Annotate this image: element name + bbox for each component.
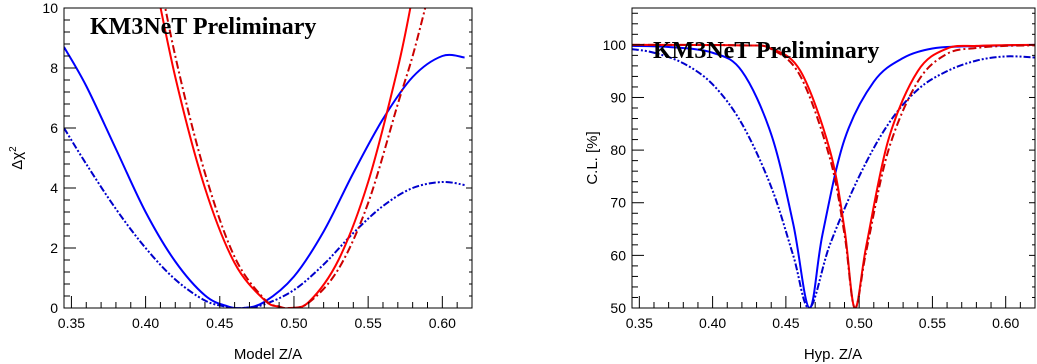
series-0-1-line [64,127,465,308]
axes-right: 0.35 0.40 0.45 0.50 0.55 0.60 50 60 70 80 90 100 [603,12,1036,331]
y-axis-title-left-main: Δχ [9,152,26,170]
y-tick-label: 100 [603,37,627,53]
x-tick-label: 0.50 [280,315,307,331]
y-tick-label: 10 [42,0,58,16]
watermark-left: KM3NeT Preliminary [90,14,316,40]
x-tick-label: 0.40 [132,315,159,331]
y-axis-title-right: C.L. [%] [584,131,601,184]
plot-area-right [632,43,1035,308]
y-axis-title-left: Δχ2 [8,146,26,170]
y-tick-label: 4 [50,180,58,196]
x-tick-label: 0.60 [429,315,456,331]
y-tick-label: 90 [610,89,626,105]
frame-left [63,7,473,309]
y-tick-label: 8 [50,60,58,76]
y-tick-label: 50 [610,300,626,316]
y-tick-label: 80 [610,142,626,158]
frame-right [631,7,1036,309]
x-axis-title-right: Hyp. Z/A [804,346,862,363]
y-tick-label: 0 [50,300,58,316]
x-tick-label: 0.35 [58,315,85,331]
x-tick-label: 0.60 [992,315,1019,331]
x-tick-label: 0.50 [846,315,873,331]
series-1-1-line [632,48,1035,308]
chart-right: 0.35 0.40 0.45 0.50 0.55 0.60 50 60 70 80 90 100 KM… [584,7,1036,363]
x-axis-title-left: Model Z/A [234,346,302,363]
y-tick-label: 60 [610,247,626,263]
chart-left: 0.35 0.40 0.45 0.50 0.55 0.60 0 2 4 6 8 10 KM3NeT P… [8,0,473,363]
y-tick-label: 2 [50,240,58,256]
y-tick-label: 70 [610,195,626,211]
series-1-3-line [632,43,1035,308]
x-tick-label: 0.55 [919,315,946,331]
watermark-right: KM3NeT Preliminary [653,38,879,64]
axes-left: 0.35 0.40 0.45 0.50 0.55 0.60 0 2 4 6 8 10 [42,0,473,331]
series-1-0-line [632,43,1035,308]
x-tick-label: 0.45 [206,315,233,331]
x-tick-label: 0.55 [355,315,382,331]
x-tick-label: 0.45 [772,315,799,331]
y-tick-label: 6 [50,120,58,136]
plot-area-left [64,8,465,308]
series-0-3-line [164,8,427,308]
y-axis-title-left-sup: 2 [8,146,19,152]
x-tick-label: 0.35 [626,315,653,331]
x-tick-label: 0.40 [699,315,726,331]
